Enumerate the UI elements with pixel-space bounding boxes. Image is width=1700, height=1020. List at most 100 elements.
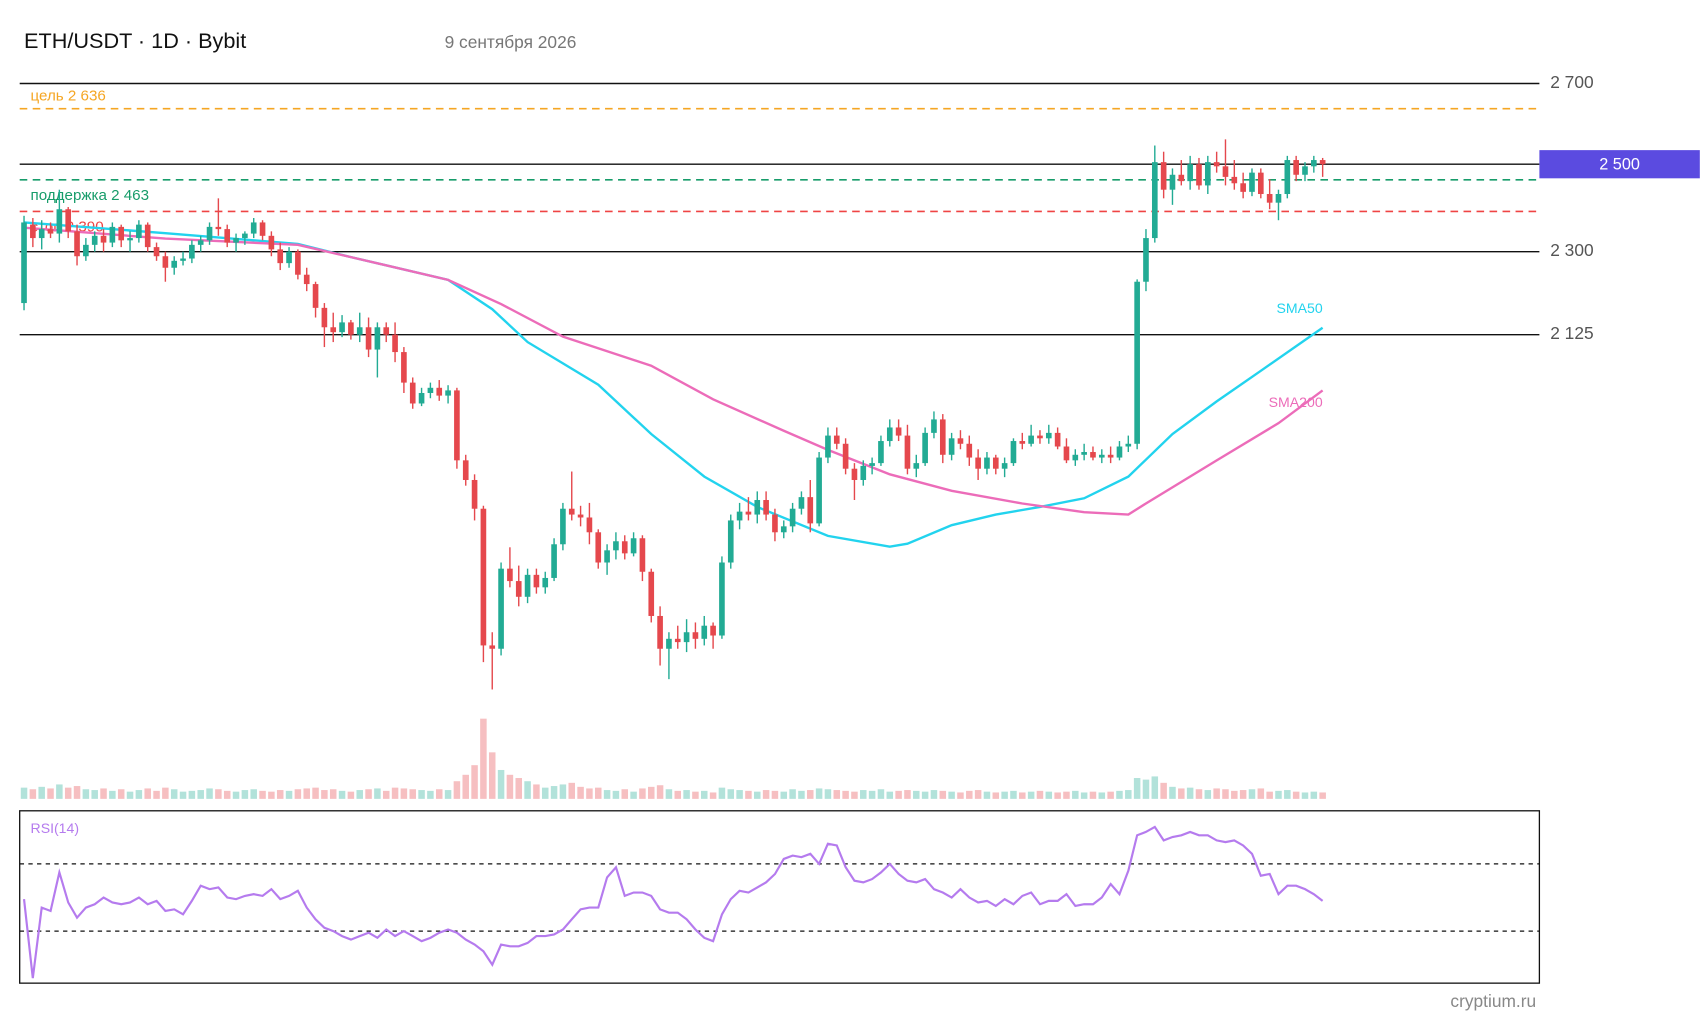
rsi-label: RSI(14)	[31, 820, 80, 836]
volume-bar	[1098, 792, 1106, 799]
candle-body	[259, 222, 266, 236]
candle-body	[922, 432, 928, 464]
candle-body	[1028, 435, 1034, 444]
candle-body	[939, 419, 946, 455]
candle-body	[789, 508, 796, 527]
candle-body	[180, 258, 186, 261]
candle-body	[339, 322, 345, 333]
last-price-box	[1539, 150, 1700, 179]
candle-body	[966, 443, 973, 458]
candle-body	[1258, 172, 1264, 195]
volume-bar	[1301, 792, 1309, 799]
candle-body	[1107, 454, 1114, 458]
volume-bar	[877, 789, 885, 799]
volume-bar	[91, 790, 98, 799]
level-label: цель 2 636	[31, 88, 106, 105]
volume-bar	[939, 790, 947, 799]
level-label-bg	[21, 85, 131, 108]
candle-body	[869, 463, 875, 466]
volume-bar	[471, 765, 478, 799]
volume-bar	[409, 789, 416, 799]
candle-body	[30, 224, 36, 239]
candle-body	[91, 235, 98, 245]
volume-bar	[1072, 790, 1079, 799]
volume-bar	[1125, 790, 1132, 799]
candle-body	[542, 577, 549, 588]
candle-body	[515, 581, 522, 597]
candle-body	[657, 615, 663, 649]
volume-bar	[47, 788, 54, 799]
candle-body	[1319, 160, 1326, 165]
volume-bar	[188, 790, 196, 799]
candle-body	[471, 479, 478, 509]
candle-body	[551, 544, 557, 578]
candle-body	[215, 226, 222, 230]
candle-body	[984, 457, 990, 469]
moving-average-line	[23, 226, 1324, 516]
candle-body	[613, 541, 619, 551]
volume-bar	[453, 781, 461, 799]
volume-bar	[1063, 791, 1070, 799]
candle-body	[74, 231, 80, 257]
volume-bar	[153, 790, 160, 799]
volume-bar	[1186, 787, 1194, 799]
volume-bar	[577, 786, 584, 799]
volume-bar	[82, 789, 90, 799]
chart-date: 9 сентября 2026	[445, 32, 577, 52]
y-tick-label: 2 300	[1550, 240, 1593, 260]
candle-body	[56, 209, 63, 234]
volume-bar	[533, 784, 540, 799]
volume-bar	[1275, 790, 1282, 799]
candle-body	[666, 638, 672, 649]
volume-bar	[1010, 790, 1017, 799]
candle-body	[303, 274, 310, 285]
volume-bar	[948, 791, 955, 799]
volume-bar	[215, 789, 222, 799]
candle-body	[754, 500, 761, 515]
volume-bar	[462, 774, 469, 799]
candle-body	[524, 574, 531, 597]
moving-average-label: SMA50	[1276, 300, 1322, 316]
candle-body	[1222, 166, 1229, 177]
candle-body	[1001, 463, 1008, 469]
candle-body	[1196, 164, 1202, 186]
volume-bar	[992, 792, 1000, 799]
candle-body	[409, 382, 416, 404]
level-label: поддержка 2 463	[31, 187, 150, 204]
volume-bar	[506, 774, 514, 799]
volume-bar	[930, 790, 938, 799]
candle-body	[118, 226, 125, 241]
volume-bar	[515, 778, 522, 799]
volume-bar	[356, 790, 363, 799]
candle-body	[710, 625, 716, 636]
candle-body	[21, 222, 27, 304]
volume-bar	[789, 789, 796, 799]
candle-body	[1125, 443, 1132, 447]
candle-body	[206, 226, 213, 241]
candle-body	[224, 229, 231, 243]
volume-bar	[701, 790, 708, 799]
volume-bar	[241, 790, 249, 799]
volume-bar	[957, 792, 964, 799]
candle-body	[1275, 194, 1282, 203]
volume-bar	[1239, 790, 1247, 799]
volume-bar	[56, 784, 63, 799]
candle-body	[189, 244, 195, 259]
candle-body	[1311, 160, 1317, 167]
volume-bar	[595, 787, 602, 799]
volume-bar	[1142, 779, 1150, 799]
candle-body	[1081, 452, 1087, 455]
moving-average-label: SMA200	[1269, 394, 1323, 410]
volume-bar	[665, 789, 673, 799]
candle-body	[197, 240, 204, 245]
candle-body	[1178, 174, 1185, 182]
volume-bar	[497, 769, 505, 799]
candle-body	[763, 500, 769, 515]
candle-body	[630, 538, 637, 554]
volume-bar	[400, 788, 408, 799]
rsi-line	[22, 825, 1324, 979]
volume-bar	[444, 790, 452, 799]
volume-bar	[824, 789, 832, 799]
volume-bar	[223, 790, 231, 799]
candle-body	[878, 441, 884, 464]
